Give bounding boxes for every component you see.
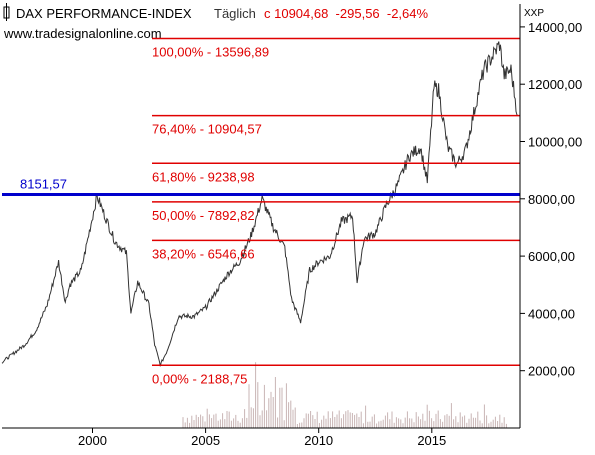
price-line — [1, 41, 519, 367]
interval-label: Täglich — [214, 6, 256, 21]
y-tick-label: 2000,00 — [528, 364, 575, 379]
support-line-group: 8151,57 — [2, 177, 520, 196]
fib-level-label: 100,00% - 13596,89 — [152, 45, 269, 60]
axis-tag: XXP — [524, 8, 544, 19]
quote-label: c 10904,68 -295,56 -2,64% — [264, 6, 429, 21]
y-tick-label: 14000,00 — [528, 20, 582, 35]
x-tick-label: 2015 — [417, 433, 446, 448]
fib-level-label: 0,00% - 2188,75 — [152, 371, 247, 386]
x-tick-label: 2000 — [78, 433, 107, 448]
instrument-name: DAX PERFORMANCE-INDEX — [16, 6, 192, 21]
website-label: www.tradesignalonline.com — [3, 26, 162, 41]
fib-level-label: 61,80% - 9238,98 — [152, 169, 255, 184]
axes: 2000,00 4000,00 6000,00 8000,00 10000,00 1200… — [2, 4, 582, 448]
y-tick-label: 12000,00 — [528, 77, 582, 92]
y-tick-label: 8000,00 — [528, 192, 575, 207]
y-tick-label: 6000,00 — [528, 249, 575, 264]
fibonacci-levels: 100,00% - 13596,89 76,40% - 10904,57 61,80… — [152, 37, 520, 386]
volume-bars — [182, 362, 507, 428]
y-tick-label: 10000,00 — [528, 135, 582, 150]
x-tick-label: 2010 — [304, 433, 333, 448]
x-tick-label: 2005 — [191, 433, 220, 448]
fib-level-label: 50,00% - 7892,82 — [152, 208, 255, 223]
fib-level-label: 76,40% - 10904,57 — [152, 122, 262, 137]
price-line-group — [1, 41, 519, 367]
fib-level-label: 38,20% - 6546,66 — [152, 246, 255, 261]
y-tick-label: 4000,00 — [528, 306, 575, 321]
support-line-label: 8151,57 — [20, 177, 67, 192]
